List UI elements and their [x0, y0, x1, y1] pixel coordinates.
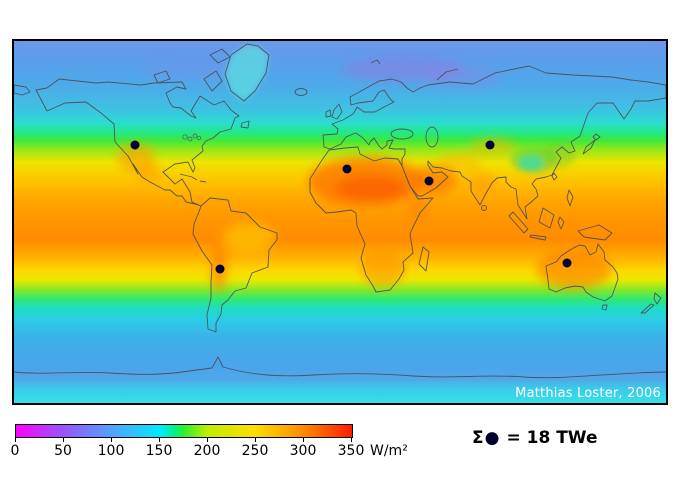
black-sea-outline — [390, 128, 414, 140]
colorbar-tick-mark — [351, 438, 352, 442]
solar-site-dot — [342, 164, 352, 174]
map-attribution: Matthias Loster, 2006 — [515, 386, 661, 401]
colorbar: 0 50 100 150 200 250 300 350 W/m² — [11, 424, 485, 470]
colorbar-tick-label: 150 — [145, 443, 173, 459]
sigma-symbol: Σ — [472, 428, 484, 448]
solar-site-dot — [215, 264, 225, 274]
colorbar-tick-mark — [159, 438, 160, 442]
colorbar-tick-label: 200 — [193, 443, 221, 459]
greenland-outline — [224, 43, 270, 102]
east-asia-islands — [551, 133, 601, 207]
solar-site-dot — [424, 176, 434, 186]
tasmania-nz-outlines — [601, 292, 662, 314]
insolation-gradient-background — [14, 41, 666, 403]
colorbar-tick-mark — [111, 438, 112, 442]
great-lakes-outlines — [182, 133, 202, 142]
colorbar-tick-label: 300 — [289, 443, 317, 459]
site-dot-icon: ● — [484, 428, 500, 448]
colorbar-unit-label: W/m² — [370, 443, 408, 459]
eurasia-outline — [322, 65, 666, 220]
colorbar-tick-label: 350 — [337, 443, 365, 459]
continent-outlines — [14, 43, 666, 379]
arctic-islands — [14, 48, 250, 129]
indonesia-outlines — [508, 207, 613, 241]
colorbar-tick-mark — [303, 438, 304, 442]
north-america-outline — [35, 78, 240, 207]
iceland-outline — [294, 88, 308, 96]
caspian-sea-outline — [425, 126, 439, 148]
colorbar-tick-label: 0 — [10, 443, 20, 459]
colorbar-tick-mark — [63, 438, 64, 442]
sri-lanka-outline — [481, 205, 487, 211]
solar-site-dot — [562, 258, 572, 268]
uk-ireland-iceland — [325, 103, 343, 120]
world-map-graphic — [14, 41, 666, 403]
colorbar-tick-mark — [15, 438, 16, 442]
greenland-ice-fill — [225, 44, 269, 101]
legend-equation-text: = 18 TWe — [506, 428, 598, 448]
colorbar-tick-label: 250 — [241, 443, 269, 459]
world-insolation-map: Matthias Loster, 2006 — [12, 39, 668, 405]
colorbar-gradient — [15, 424, 353, 438]
madagascar-outline — [418, 246, 430, 272]
colorbar-tick-mark — [207, 438, 208, 442]
solar-sites-layer — [14, 41, 666, 403]
colorbar-tick-label: 100 — [97, 443, 125, 459]
antarctica-coastline — [14, 356, 666, 379]
total-power-legend: Σ● = 18 TWe — [472, 428, 597, 448]
solar-site-dot — [485, 140, 495, 150]
south-america-outline — [192, 197, 278, 333]
arctic-russia-islands — [370, 59, 459, 81]
solar-site-dot — [130, 140, 140, 150]
colorbar-tick-mark — [255, 438, 256, 442]
desert-hotspot-overlays — [117, 138, 612, 291]
australia-outline — [545, 243, 619, 302]
africa-outline — [309, 146, 434, 293]
caribbean-islands — [179, 173, 207, 183]
colorbar-tick-label: 50 — [54, 443, 72, 459]
